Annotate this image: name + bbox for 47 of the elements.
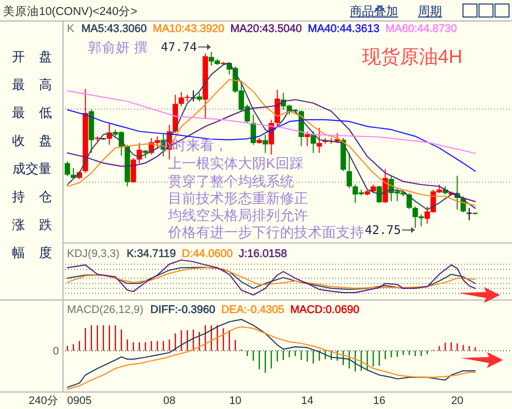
candlestick <box>304 130 310 147</box>
annotation: 小时来看， <box>158 137 228 153</box>
annotation: 贯穿了整个均线系统 <box>168 173 294 189</box>
x-tick-label: 14 <box>301 395 314 407</box>
legend: MACD(26,12,9) DIFF:-0.3960 DEA:-0.4305 MACD:0.0690 <box>67 304 360 316</box>
candlestick <box>310 130 316 154</box>
candlestick <box>406 192 412 210</box>
candlestick <box>250 114 256 146</box>
candlestick <box>64 160 70 177</box>
text: 成交量 <box>12 161 52 176</box>
text: 涨 跌 <box>12 217 52 232</box>
x-tick-label: 20 <box>451 395 464 407</box>
x-tick-label: 0905 <box>67 395 92 407</box>
legend: K MA5:43.3060 MA10:43.3920 MA20:43.5040 MA40:44.3613 MA60:44.8730 <box>67 23 458 35</box>
candlestick <box>346 152 352 189</box>
text: 收 盘 <box>12 133 52 148</box>
text: 商品叠加 <box>350 4 398 18</box>
text: J:16.0158 <box>238 248 288 260</box>
candlestick <box>262 134 268 154</box>
text: 幅 度 <box>12 245 52 260</box>
chart-subtitle: 现货原油4H <box>362 47 462 68</box>
text: 最 低 <box>12 105 52 120</box>
x-tick-label: 08 <box>163 395 176 407</box>
candlestick <box>130 158 136 184</box>
text: 开 盘 <box>12 49 52 64</box>
annotation: 均线空头格局排列允许 <box>167 207 308 223</box>
candlestick <box>136 142 142 164</box>
text: D:44.0600 <box>182 248 233 260</box>
candlestick <box>466 207 472 221</box>
ref-line-label: 0 <box>52 346 59 358</box>
candlestick <box>376 185 382 204</box>
annotation: 47.74 <box>160 40 197 54</box>
x-tick-label: 10 <box>229 395 242 407</box>
x-tick-label: 16 <box>373 395 386 407</box>
annotation: 上一根实体大阴K回踩 <box>168 155 304 171</box>
text: KDJ(9,3,3) <box>67 248 120 260</box>
text: 最 高 <box>12 77 52 92</box>
candlestick <box>316 127 322 154</box>
annotation: 价格有进一步下行的技术面支持 <box>167 224 364 240</box>
annotation: 目前技术形态重新修正 <box>168 190 308 206</box>
text: 持 仓 <box>12 189 52 204</box>
text: K:34.7119 <box>126 248 176 260</box>
text: 240分 <box>28 395 58 407</box>
annotation: 郭俞妍 撰 <box>88 40 148 55</box>
chart-title: 美原油10(CONV)<240分> <box>3 4 138 18</box>
annotation: 42.75 <box>364 223 401 237</box>
text: 周期 <box>418 4 442 18</box>
